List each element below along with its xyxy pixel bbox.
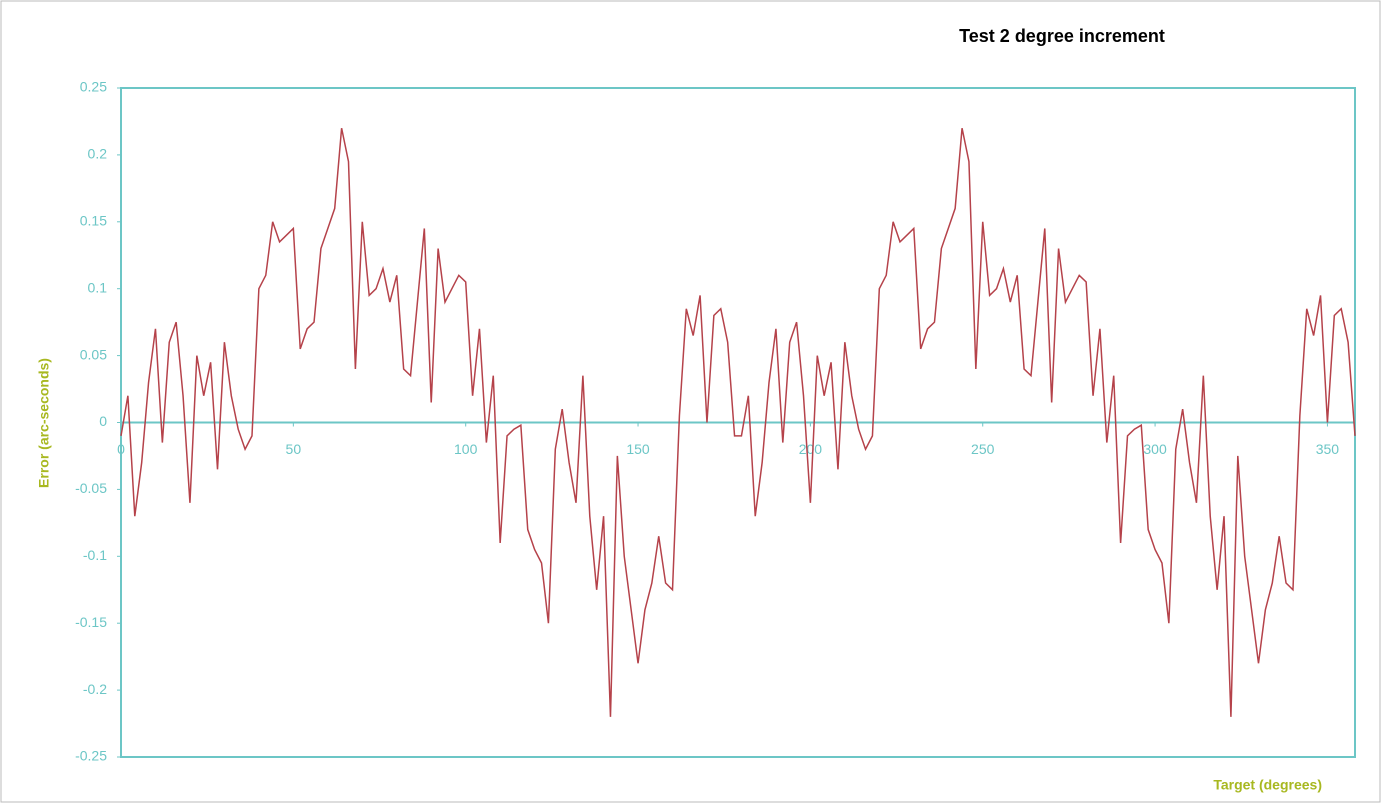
y-tick-label: -0.1	[83, 547, 107, 563]
y-axis-label: Error (arc-seconds)	[36, 358, 52, 488]
x-tick-label: 100	[454, 441, 478, 457]
y-tick-label: 0.2	[88, 146, 108, 162]
x-tick-label: 200	[799, 441, 823, 457]
y-tick-label: -0.2	[83, 681, 107, 697]
x-tick-label: 50	[286, 441, 302, 457]
x-tick-label: 350	[1316, 441, 1340, 457]
x-tick-label: 150	[626, 441, 650, 457]
x-tick-label: 250	[971, 441, 995, 457]
x-axis-label: Target (degrees)	[1213, 777, 1322, 793]
y-tick-label: 0	[99, 413, 107, 429]
data-line	[120, 127, 1356, 717]
y-tick-label: 0.1	[88, 279, 108, 295]
y-tick-label: -0.25	[75, 748, 107, 764]
y-tick-label: -0.05	[75, 480, 107, 496]
y-tick-label: -0.15	[75, 614, 107, 630]
x-tick-label: 0	[117, 441, 125, 457]
chart-title: Test 2 degree increment	[959, 26, 1165, 46]
y-tick-label: 0.25	[80, 79, 107, 95]
y-tick-label: 0.15	[80, 213, 107, 229]
x-tick-label: 300	[1143, 441, 1167, 457]
y-tick-label: 0.05	[80, 346, 107, 362]
